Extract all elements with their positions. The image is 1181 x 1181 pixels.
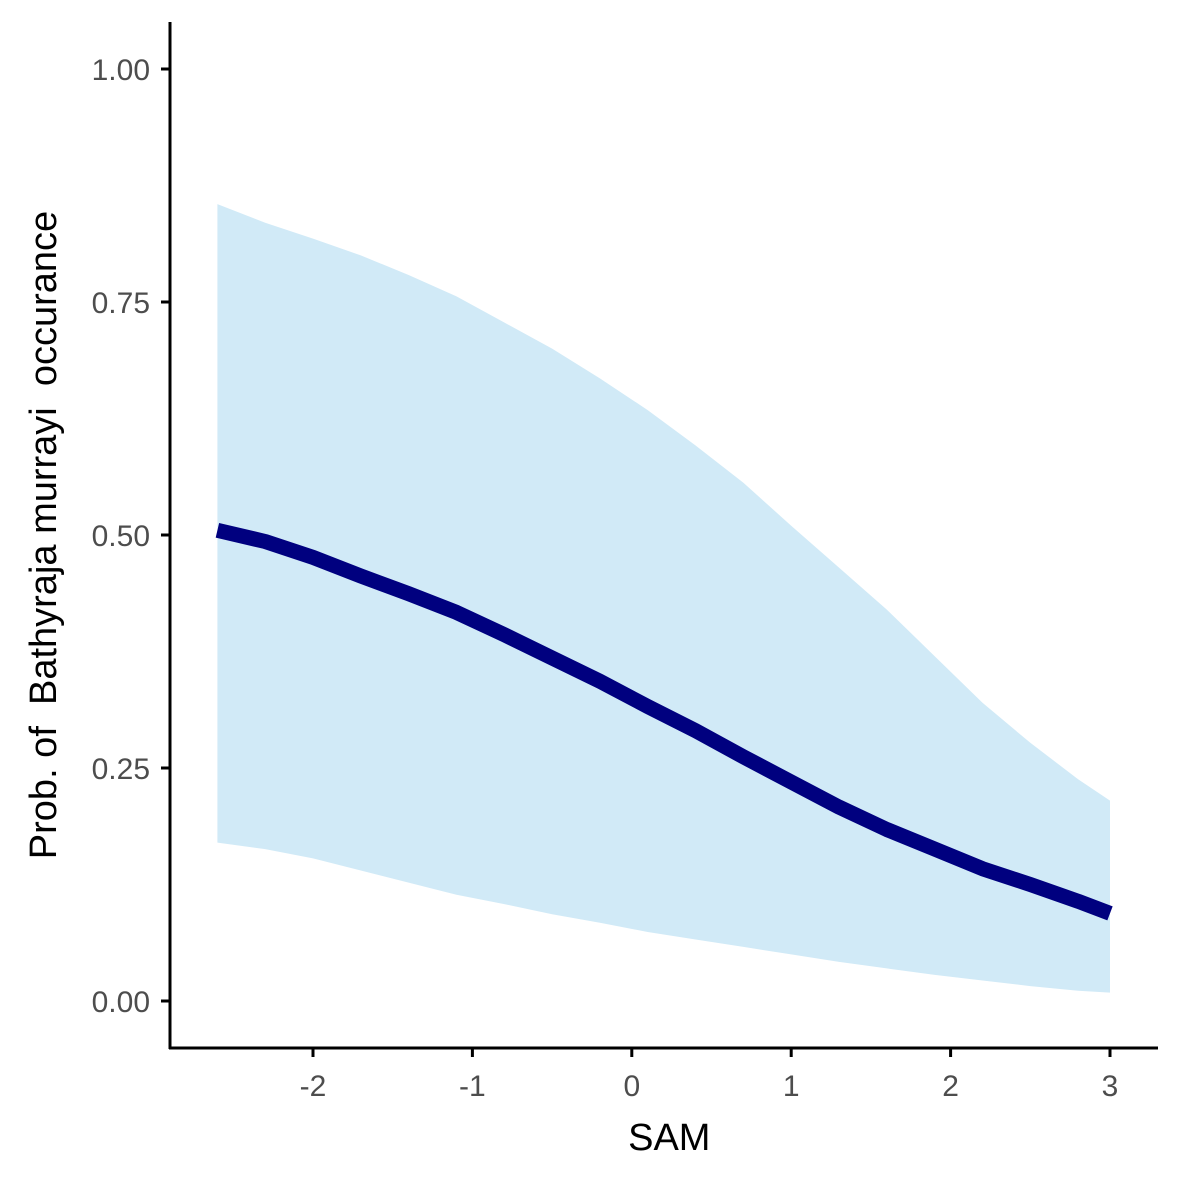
x-tick-label: -2 xyxy=(300,1070,327,1103)
y-tick-label: 1.00 xyxy=(92,54,150,87)
x-tick-label: 2 xyxy=(942,1070,959,1103)
y-axis-ticks: 0.00 0.25 0.50 0.75 1.00 xyxy=(92,54,170,1019)
y-tick-label: 0.75 xyxy=(92,287,150,320)
x-tick-label: 3 xyxy=(1102,1070,1119,1103)
y-axis-title: Prob. of Bathyraja murrayi occurance xyxy=(23,211,65,859)
x-axis-ticks: -2 -1 0 1 2 3 xyxy=(300,1048,1119,1103)
fitted-line xyxy=(215,522,1113,921)
x-tick-label: 0 xyxy=(623,1070,640,1103)
y-tick-label: 0.00 xyxy=(92,986,150,1019)
x-axis-title: SAM xyxy=(628,1117,710,1159)
axes: 0.00 0.25 0.50 0.75 1.00 -2 -1 0 1 2 3 xyxy=(92,22,1158,1103)
confidence-ribbon xyxy=(217,204,1110,993)
x-tick-label: -1 xyxy=(459,1070,486,1103)
y-tick-label: 0.25 xyxy=(92,753,150,786)
x-tick-label: 1 xyxy=(783,1070,800,1103)
plot-area xyxy=(215,204,1113,993)
y-tick-label: 0.50 xyxy=(92,520,150,553)
